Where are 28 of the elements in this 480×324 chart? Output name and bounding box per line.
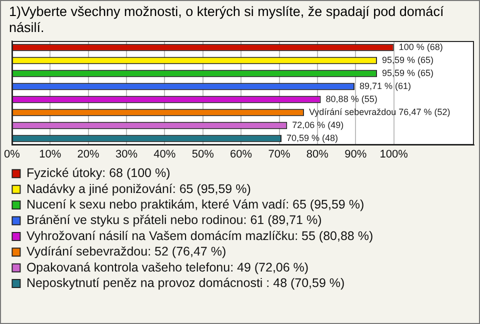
x-tick-label: 40% xyxy=(154,148,176,161)
data-label: 80,88 % (55) xyxy=(326,94,378,104)
x-tick-label: 0% xyxy=(4,148,20,161)
x-tick-label: 60% xyxy=(230,148,252,161)
x-tick-label: 30% xyxy=(115,148,138,161)
data-label: 72,06 % (49) xyxy=(292,120,344,130)
legend-label: Fyzické útoky: 68 (100 %) xyxy=(26,166,170,180)
x-tick-label: 50% xyxy=(192,148,214,161)
legend-label: Opakovaná kontrola vašeho telefonu: 49 (72,06 %) xyxy=(26,260,309,274)
x-tick-label: 10% xyxy=(39,148,62,161)
legend-label: Vydírání sebevraždou: 52 (76,47 %) xyxy=(26,244,226,259)
x-tick-label: 20% xyxy=(77,148,100,161)
x-tick-label: 90% xyxy=(344,148,367,161)
legend-label: Nucení k sexu nebo praktikám, které Vám vadí: 65 (95,59 %) xyxy=(26,198,364,212)
x-tick-label: 80% xyxy=(306,148,329,161)
data-label: 95,59 % (65) xyxy=(382,54,434,65)
data-label: Vydírání sebevraždou 76,47 % (52) xyxy=(308,106,450,117)
legend-label: Nadávky a jiné ponižování: 65 (95,59 %) xyxy=(26,182,251,196)
data-label: 95,59 % (65) xyxy=(382,68,434,78)
data-label: 89,71 % (61) xyxy=(360,80,412,91)
data-label: 100 % (68) xyxy=(398,42,443,52)
legend-label: Vyhrožovaní násilí na Vašem domácím mazlíčku: 55 (80,88 %) xyxy=(26,228,374,243)
data-label: 70,59 % (48) xyxy=(286,132,338,143)
x-tick-label: 70% xyxy=(268,148,290,161)
x-tick-label: 100% xyxy=(380,148,408,161)
legend-label: Bránění ve styku s přáteli nebo rodinou: 61 (89,71 %) xyxy=(26,213,322,228)
legend-label: Neposkytnutí peněz na provoz domácnosti : 48 (70,59 %) xyxy=(26,276,345,290)
chart-title: 1)Vyberte všechny možnosti, o kterých si myslíte, že spadají pod domácí násilí. xyxy=(8,3,445,37)
